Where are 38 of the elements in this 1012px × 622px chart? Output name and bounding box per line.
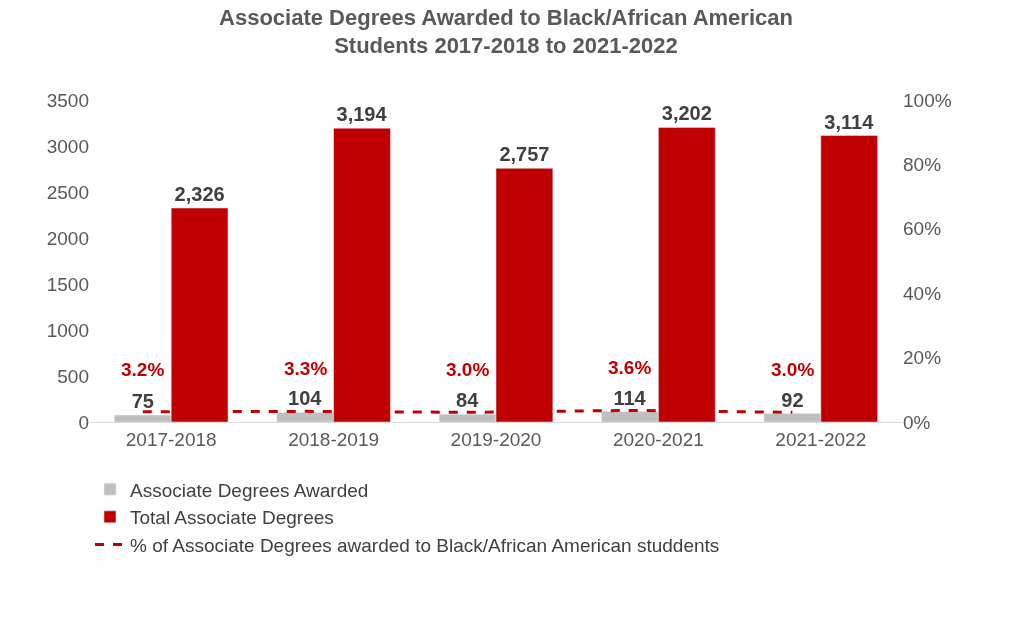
x-tick-label: 2017-2018 [125, 428, 217, 450]
y2-tick-label: 80% [903, 154, 942, 176]
data-label: 92 [781, 388, 804, 411]
x-tick-label: 2021-2022 [775, 428, 867, 450]
data-label: 3,202 [661, 102, 712, 125]
data-label: 84 [456, 389, 480, 412]
y2-tick-label: 0% [903, 411, 931, 433]
y-tick-label: 1000 [46, 319, 89, 341]
y-tick-label: 0 [78, 411, 89, 433]
data-label: 3,194 [336, 103, 388, 126]
data-label: 114 [613, 386, 647, 409]
y-tick-label: 500 [57, 365, 89, 387]
data-label: 75 [131, 390, 154, 413]
y-tick-label: 3000 [46, 135, 89, 157]
legend-label: % of Associate Degrees awarded to Black/African American studdents [130, 534, 720, 556]
legend-label: Total Associate Degrees [130, 507, 334, 529]
y2-tick-label: 40% [903, 282, 942, 304]
data-label: 3.0% [771, 359, 815, 380]
data-label: 3.3% [284, 358, 328, 379]
chart-title: Associate Degrees Awarded to Black/African American Students 2017-2018 to 2021-2022 [219, 4, 793, 59]
data-label: 3.6% [608, 357, 652, 378]
x-tick-label: 2020-2021 [612, 428, 704, 450]
data-label: 104 [288, 387, 323, 410]
data-label: 2,326 [174, 183, 225, 206]
x-tick-label: 2018-2019 [288, 428, 380, 450]
y2-tick-label: 20% [903, 347, 942, 369]
data-label: 3.0% [446, 359, 490, 380]
x-tick-label: 2019-2020 [450, 428, 542, 450]
y2-tick-label: 100% [903, 89, 952, 111]
legend-label: Associate Degrees Awarded [130, 479, 369, 501]
data-label: 3,114 [824, 110, 875, 133]
y-tick-label: 2500 [46, 181, 89, 203]
data-label: 2,757 [499, 143, 550, 166]
data-label: 3.2% [121, 359, 165, 380]
y2-tick-label: 60% [903, 218, 942, 240]
y-tick-label: 1500 [46, 273, 89, 295]
y-tick-label: 3500 [46, 89, 89, 111]
y-tick-label: 2000 [46, 227, 89, 249]
